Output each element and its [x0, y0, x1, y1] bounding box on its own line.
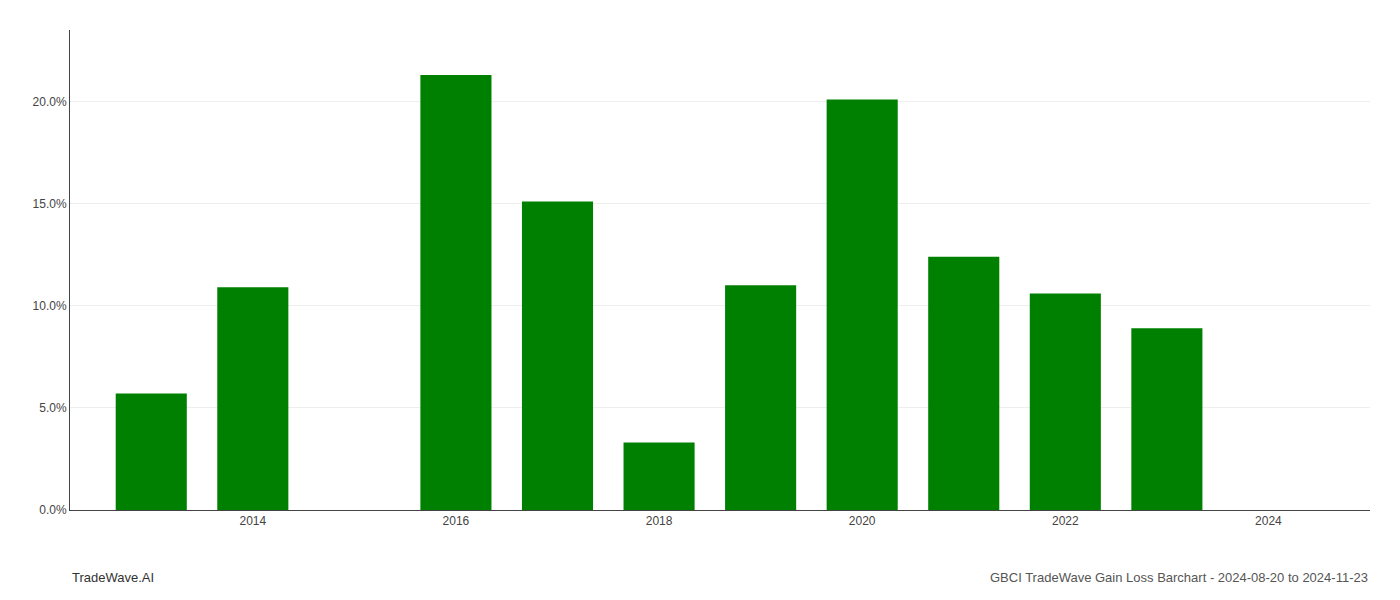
svg-text:2022: 2022: [1052, 514, 1079, 528]
svg-text:2018: 2018: [646, 514, 673, 528]
svg-text:15.0%: 15.0%: [33, 197, 67, 211]
svg-text:2024: 2024: [1255, 514, 1282, 528]
svg-text:2016: 2016: [443, 514, 470, 528]
svg-text:20.0%: 20.0%: [33, 95, 67, 109]
svg-text:GBCI TradeWave Gain Loss Barch: GBCI TradeWave Gain Loss Barchart - 2024…: [990, 570, 1368, 585]
svg-text:TradeWave.AI: TradeWave.AI: [72, 570, 154, 585]
svg-text:0.0%: 0.0%: [39, 503, 67, 517]
svg-text:2014: 2014: [239, 514, 266, 528]
svg-text:2020: 2020: [849, 514, 876, 528]
svg-text:10.0%: 10.0%: [33, 299, 67, 313]
svg-text:5.0%: 5.0%: [39, 401, 67, 415]
